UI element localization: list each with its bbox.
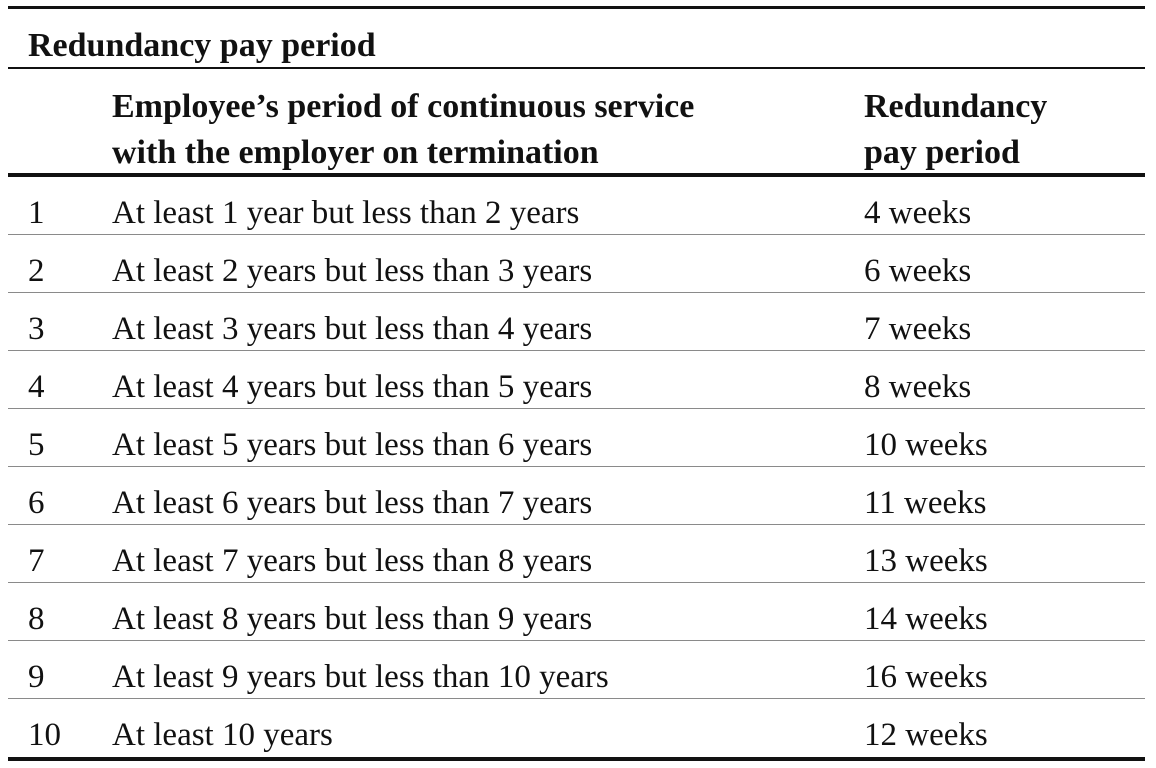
row-pay-period: 12 weeks [864,717,988,753]
table-row: 2 At least 2 years but less than 3 years… [8,235,1145,293]
row-service: At least 3 years but less than 4 years [112,311,593,347]
row-service: At least 9 years but less than 10 years [112,659,609,695]
header-service: Employee’s period of continuous service … [112,84,694,176]
table-row: 3 At least 3 years but less than 4 years… [8,293,1145,351]
row-pay-period: 4 weeks [864,195,972,231]
row-service: At least 10 years [112,717,333,753]
row-service: At least 7 years but less than 8 years [112,543,593,579]
table-title: Redundancy pay period [28,27,376,64]
table-row: 1 At least 1 year but less than 2 years … [8,177,1145,235]
row-pay-period: 6 weeks [864,253,972,289]
row-number: 7 [28,543,45,579]
table-body: 1 At least 1 year but less than 2 years … [8,177,1145,753]
row-number: 1 [28,195,45,231]
header-pay-line2: pay period [864,134,1020,171]
redundancy-pay-table: Redundancy pay period Employee’s period … [8,0,1145,768]
row-service: At least 1 year but less than 2 years [112,195,580,231]
table-row: 9 At least 9 years but less than 10 year… [8,641,1145,699]
row-service: At least 8 years but less than 9 years [112,601,593,637]
row-number: 5 [28,427,45,463]
header-service-line2: with the employer on termination [112,134,599,171]
row-pay-period: 10 weeks [864,427,988,463]
table-row: 7 At least 7 years but less than 8 years… [8,525,1145,583]
table-bottom-rule [8,757,1145,761]
table-row: 6 At least 6 years but less than 7 years… [8,467,1145,525]
row-number: 2 [28,253,45,289]
row-pay-period: 11 weeks [864,485,987,521]
header-service-line1: Employee’s period of continuous service [112,88,695,125]
row-number: 10 [28,717,61,753]
row-number: 9 [28,659,45,695]
row-pay-period: 14 weeks [864,601,988,637]
row-service: At least 5 years but less than 6 years [112,427,593,463]
row-service: At least 4 years but less than 5 years [112,369,593,405]
row-service: At least 6 years but less than 7 years [112,485,593,521]
row-number: 3 [28,311,45,347]
row-pay-period: 16 weeks [864,659,988,695]
row-number: 8 [28,601,45,637]
header-divider [8,173,1145,177]
row-pay-period: 13 weeks [864,543,988,579]
header-pay-period: Redundancy pay period [864,84,1047,176]
table-row: 4 At least 4 years but less than 5 years… [8,351,1145,409]
row-number: 6 [28,485,45,521]
row-service: At least 2 years but less than 3 years [112,253,593,289]
row-pay-period: 8 weeks [864,369,972,405]
row-pay-period: 7 weeks [864,311,972,347]
header-pay-line1: Redundancy [864,88,1048,125]
row-number: 4 [28,369,45,405]
title-divider [8,67,1145,69]
table-row: 5 At least 5 years but less than 6 years… [8,409,1145,467]
table-row: 8 At least 8 years but less than 9 years… [8,583,1145,641]
table-top-rule [8,6,1145,9]
